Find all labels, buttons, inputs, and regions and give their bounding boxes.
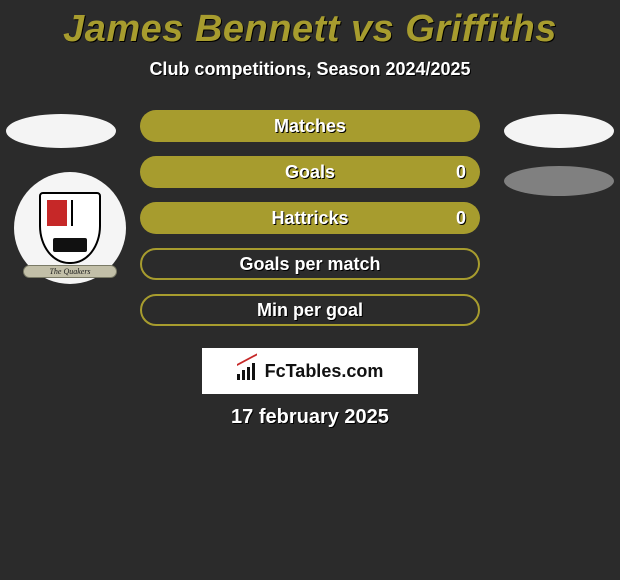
- stat-bar-min-per-goal: Min per goal: [140, 294, 480, 326]
- stat-bar-right-value: 0: [456, 208, 466, 229]
- player-left-avatar-placeholder: [6, 114, 116, 148]
- stat-bar-label: Goals per match: [239, 254, 380, 275]
- brand-badge: FcTables.com: [202, 348, 418, 394]
- stat-bar-hattricks: Hattricks 0: [140, 202, 480, 234]
- crest-train-icon: [53, 238, 87, 252]
- crest-shield-icon: [39, 192, 101, 264]
- stat-bar-goals-per-match: Goals per match: [140, 248, 480, 280]
- stat-bar-right-value: 0: [456, 162, 466, 183]
- stat-bars: Matches Goals 0 Hattricks 0 Goals per match Mi…: [140, 110, 480, 340]
- crest-banner-text: The Quakers: [23, 265, 117, 278]
- crest-disc: The Quakers: [14, 172, 126, 284]
- stat-bar-matches: Matches: [140, 110, 480, 142]
- page-subtitle: Club competitions, Season 2024/2025: [0, 59, 620, 80]
- brand-chart-icon: [237, 362, 259, 380]
- stat-bar-goals: Goals 0: [140, 156, 480, 188]
- stat-bar-label: Min per goal: [257, 300, 363, 321]
- stat-bar-label: Goals: [285, 162, 335, 183]
- club-crest: The Quakers: [14, 172, 126, 284]
- footer-date: 17 february 2025: [0, 406, 620, 429]
- brand-text: FcTables.com: [265, 361, 384, 382]
- player-right-shadow: [504, 166, 614, 196]
- stat-bar-label: Matches: [274, 116, 346, 137]
- page-title: James Bennett vs Griffiths: [0, 0, 620, 51]
- stat-bar-label: Hattricks: [271, 208, 348, 229]
- player-right-avatar-placeholder: [504, 114, 614, 148]
